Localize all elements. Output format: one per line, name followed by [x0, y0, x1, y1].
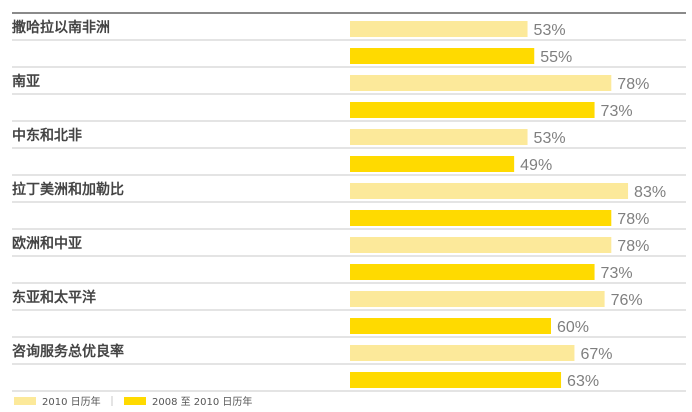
bar-2010 [350, 183, 629, 199]
value-label: 67% [580, 346, 612, 363]
legend-label: 2010 日历年 [42, 395, 101, 408]
legend-label: 2008 至 2010 日历年 [152, 395, 252, 408]
category-label: 南亚 [12, 73, 40, 90]
value-label: 76% [611, 292, 643, 309]
bar-2010 [350, 21, 528, 37]
value-label: 53% [534, 130, 566, 147]
category-label: 咨询服务总优良率 [12, 343, 124, 360]
bar-2010 [350, 129, 528, 145]
bar-2008-2010 [350, 48, 535, 64]
bar-2008-2010 [350, 264, 595, 280]
bar-2008-2010 [350, 318, 551, 334]
value-label: 78% [617, 76, 649, 93]
bar-2008-2010 [350, 102, 595, 118]
value-label: 73% [601, 265, 633, 282]
value-label: 49% [520, 157, 552, 174]
value-label: 73% [601, 103, 633, 120]
bar-2008-2010 [350, 210, 612, 226]
value-label: 78% [617, 211, 649, 228]
bar-2010 [350, 291, 605, 307]
bar-2010 [350, 75, 612, 91]
value-label: 63% [567, 373, 599, 390]
legend-swatch-2008-2010 [124, 397, 146, 405]
legend-swatch-2010 [14, 397, 36, 405]
value-label: 78% [617, 238, 649, 255]
bar-2010 [350, 237, 612, 253]
category-label: 中东和北非 [12, 127, 82, 144]
category-label: 撒哈拉以南非洲 [12, 19, 110, 36]
bar-2008-2010 [350, 372, 562, 388]
value-label: 53% [534, 22, 566, 39]
value-label: 83% [634, 184, 666, 201]
category-label: 东亚和太平洋 [12, 289, 96, 306]
category-label: 拉丁美洲和加勒比 [12, 181, 124, 198]
category-label: 欧洲和中亚 [12, 235, 82, 252]
value-label: 60% [557, 319, 589, 336]
bar-2008-2010 [350, 156, 515, 172]
value-label: 55% [540, 49, 572, 66]
bar-2010 [350, 345, 575, 361]
